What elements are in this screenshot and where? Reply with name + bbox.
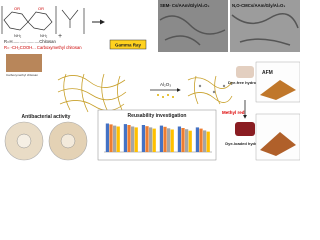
- bar: [170, 129, 174, 152]
- sem-texture: [159, 13, 299, 46]
- bar: [105, 123, 110, 152]
- inhibition-zone: [60, 133, 76, 149]
- methyl-red-label: Methyl red: [222, 110, 245, 115]
- bar: [203, 130, 207, 152]
- bar: [185, 129, 189, 152]
- dye-free-label: Dye-free hydrogel: [228, 80, 262, 85]
- bar: [152, 128, 156, 152]
- reusability-title: Reusability investigation: [128, 113, 187, 119]
- sem-label: N,O-CMCs/AAm/Gly/Al₂O₃: [232, 3, 285, 8]
- bar: [109, 124, 113, 152]
- afm-surface: [260, 80, 296, 100]
- bar: [181, 128, 185, 152]
- bar: [195, 127, 200, 152]
- r-group: OR: [38, 6, 44, 11]
- antibacterial-label: Antibacterial activity: [22, 114, 71, 120]
- r-cm-label: R= -CH₂COOH... Carboxymethyl chitosan: [4, 45, 82, 50]
- plus: +: [58, 33, 62, 40]
- graphical-abstract: OR OR NH₂ NH₂ + R=H.....................…: [1, 0, 301, 161]
- bar: [163, 126, 167, 152]
- bar: [177, 126, 182, 152]
- bar: [134, 127, 138, 152]
- bar: [188, 130, 192, 152]
- bar: [145, 126, 149, 152]
- page: {"scheme":{"r_h":"R=H...................…: [0, 0, 301, 162]
- afm-surface: [260, 132, 296, 156]
- powder-photo: [6, 54, 42, 72]
- r-group: OR: [14, 6, 20, 11]
- hydrogel-photo: [236, 66, 254, 78]
- al2o3-label: Al₂O₃: [160, 82, 171, 87]
- bar: [123, 124, 128, 152]
- hydrogel-network: [57, 73, 127, 113]
- sem-image: [158, 0, 228, 52]
- chemical-structure: [1, 6, 85, 34]
- gamma-label: Gamma Ray: [115, 43, 142, 48]
- bar: [167, 128, 171, 152]
- gamma-box: [109, 39, 147, 50]
- bar: [159, 125, 164, 152]
- bar: [113, 125, 117, 152]
- photo-label: Carboxymethyl chitosan: [6, 73, 38, 77]
- particles: [198, 84, 226, 94]
- bar: [206, 131, 210, 152]
- r-h-label: R=H.......................Chitosan: [4, 39, 56, 44]
- sem-image: [230, 0, 300, 52]
- bar: [127, 125, 131, 152]
- bar: [116, 126, 120, 152]
- inhibition-zone: [16, 133, 32, 149]
- afm-label: AFM: [262, 70, 273, 76]
- sem-label: SEM- Cs/AAm/Gly/Al₂O₃: [160, 3, 210, 8]
- bar: [199, 128, 203, 152]
- bar: [131, 126, 135, 152]
- bar: [149, 127, 153, 152]
- particles: [157, 94, 174, 98]
- nh2: NH₂: [40, 33, 48, 38]
- dye-loaded-label: Dye-loaded hydrogel: [225, 141, 265, 146]
- hydrogel-photo: [235, 122, 255, 136]
- nh2: NH₂: [14, 33, 22, 38]
- hydrogel-network: [187, 75, 233, 105]
- bar: [141, 125, 146, 152]
